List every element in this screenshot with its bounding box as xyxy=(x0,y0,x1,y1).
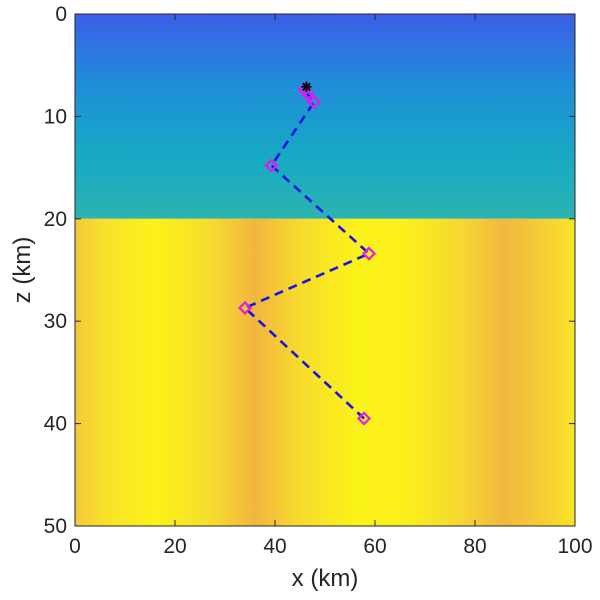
x-axis-title: x (km) xyxy=(292,565,359,592)
y-tick-label: 50 xyxy=(44,515,67,538)
path-point-marker-2 xyxy=(237,300,253,315)
y-axis-title: z (km) xyxy=(9,237,36,304)
y-tick-label: 30 xyxy=(44,310,67,333)
x-tick-label: 40 xyxy=(263,535,286,558)
ray-path-line xyxy=(243,89,371,420)
marker-layer xyxy=(237,81,377,426)
y-tick-label: 20 xyxy=(44,208,67,231)
plot-area xyxy=(75,14,575,526)
upper-dark-region-2 xyxy=(425,14,575,117)
x-tick-label: 100 xyxy=(557,535,592,558)
path-point-marker-3 xyxy=(361,246,377,261)
path-point-marker-1 xyxy=(356,411,372,426)
plot-frame xyxy=(74,13,576,527)
x-tick-label: 0 xyxy=(69,535,81,558)
end-star-marker xyxy=(301,81,312,92)
y-tick-label: 10 xyxy=(44,105,67,128)
ray-path-layer xyxy=(243,89,371,420)
x-tick-label: 20 xyxy=(163,535,186,558)
path-point-marker-4 xyxy=(264,158,279,173)
x-tick-label: 80 xyxy=(463,535,486,558)
upper-dark-region-1 xyxy=(175,14,375,117)
y-tick-label: 0 xyxy=(55,3,67,26)
ticks-layer: 0 20 40 60 80 100 0 10 20 30 40 50 xyxy=(44,3,593,558)
lower-velocity-layer xyxy=(75,218,575,526)
x-tick-label: 60 xyxy=(363,535,386,558)
y-tick-label: 40 xyxy=(44,413,67,436)
path-point-marker-6 xyxy=(300,86,315,101)
path-point-marker-5 xyxy=(306,95,322,110)
